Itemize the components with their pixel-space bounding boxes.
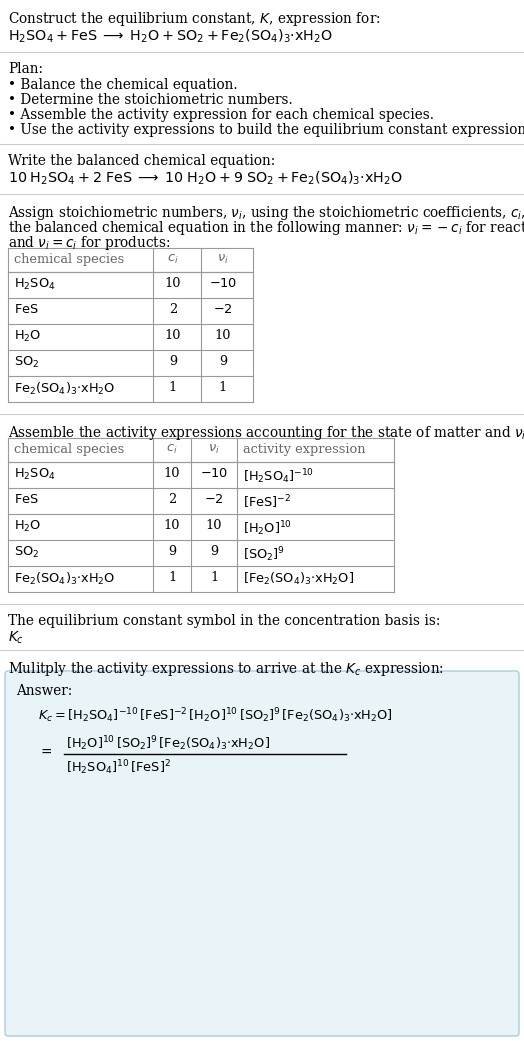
Text: • Determine the stoichiometric numbers.: • Determine the stoichiometric numbers.: [8, 93, 293, 107]
Text: $=$: $=$: [38, 744, 52, 758]
Text: $K_c = [\mathrm{H_2SO_4}]^{-10}\,[\mathrm{FeS}]^{-2}\,[\mathrm{H_2O}]^{10}\,[\ma: $K_c = [\mathrm{H_2SO_4}]^{-10}\,[\mathr…: [38, 706, 393, 725]
Text: 9: 9: [168, 545, 176, 558]
Text: The equilibrium constant symbol in the concentration basis is:: The equilibrium constant symbol in the c…: [8, 614, 440, 628]
Text: 9: 9: [219, 355, 227, 369]
Text: $\mathrm{SO_2}$: $\mathrm{SO_2}$: [14, 355, 39, 371]
Text: $-2$: $-2$: [204, 493, 224, 506]
Text: • Use the activity expressions to build the equilibrium constant expression.: • Use the activity expressions to build …: [8, 123, 524, 137]
Text: 10: 10: [215, 329, 231, 342]
Text: $K_c$: $K_c$: [8, 630, 24, 646]
Text: $\mathrm{H_2SO_4}$: $\mathrm{H_2SO_4}$: [14, 467, 56, 482]
Text: $c_i$: $c_i$: [166, 443, 178, 456]
Text: and $\nu_i = c_i$ for products:: and $\nu_i = c_i$ for products:: [8, 234, 170, 252]
Text: $[\mathrm{H_2O}]^{10}$: $[\mathrm{H_2O}]^{10}$: [243, 519, 292, 538]
Text: $[\mathrm{H_2SO_4}]^{10}\,[\mathrm{FeS}]^{2}$: $[\mathrm{H_2SO_4}]^{10}\,[\mathrm{FeS}]…: [66, 758, 171, 777]
Text: $-10$: $-10$: [200, 467, 228, 480]
Text: • Assemble the activity expression for each chemical species.: • Assemble the activity expression for e…: [8, 108, 434, 122]
Text: $\mathrm{H_2O}$: $\mathrm{H_2O}$: [14, 329, 41, 345]
Text: 10: 10: [163, 519, 180, 532]
Text: 1: 1: [169, 381, 177, 393]
Text: $\nu_i$: $\nu_i$: [217, 253, 229, 266]
Text: 10: 10: [165, 277, 181, 290]
Text: 9: 9: [169, 355, 177, 369]
Text: $\mathrm{10\; H_2SO_4 + 2\; FeS \;\longrightarrow\; 10\; H_2O + 9\; SO_2 + Fe_2(: $\mathrm{10\; H_2SO_4 + 2\; FeS \;\longr…: [8, 170, 402, 187]
Text: Answer:: Answer:: [16, 684, 72, 699]
Text: $[\mathrm{Fe_2(SO_4)_3{\cdot}xH_2O}]$: $[\mathrm{Fe_2(SO_4)_3{\cdot}xH_2O}]$: [243, 572, 354, 587]
Text: 10: 10: [206, 519, 222, 532]
Text: $\mathrm{FeS}$: $\mathrm{FeS}$: [14, 493, 39, 506]
Text: chemical species: chemical species: [14, 253, 124, 266]
Text: $\mathrm{H_2O}$: $\mathrm{H_2O}$: [14, 519, 41, 534]
Text: Assign stoichiometric numbers, $\nu_i$, using the stoichiometric coefficients, $: Assign stoichiometric numbers, $\nu_i$, …: [8, 204, 524, 222]
Text: $\mathrm{H_2SO_4}$: $\mathrm{H_2SO_4}$: [14, 277, 56, 293]
Text: $-10$: $-10$: [209, 277, 237, 290]
Text: $[\mathrm{SO_2}]^{9}$: $[\mathrm{SO_2}]^{9}$: [243, 545, 285, 563]
Text: $[\mathrm{H_2O}]^{10}\,[\mathrm{SO_2}]^{9}\,[\mathrm{Fe_2(SO_4)_3{\cdot}xH_2O}]$: $[\mathrm{H_2O}]^{10}\,[\mathrm{SO_2}]^{…: [66, 734, 270, 753]
Text: • Balance the chemical equation.: • Balance the chemical equation.: [8, 78, 237, 92]
Text: $[\mathrm{H_2SO_4}]^{-10}$: $[\mathrm{H_2SO_4}]^{-10}$: [243, 467, 314, 486]
Text: $\mathrm{Fe_2(SO_4)_3{\cdot}xH_2O}$: $\mathrm{Fe_2(SO_4)_3{\cdot}xH_2O}$: [14, 381, 115, 397]
Text: activity expression: activity expression: [243, 443, 366, 456]
Text: $\mathrm{Fe_2(SO_4)_3{\cdot}xH_2O}$: $\mathrm{Fe_2(SO_4)_3{\cdot}xH_2O}$: [14, 572, 115, 587]
Text: 1: 1: [219, 381, 227, 393]
Text: 2: 2: [168, 493, 176, 506]
Text: 2: 2: [169, 303, 177, 316]
Text: $-2$: $-2$: [213, 303, 233, 316]
Text: 10: 10: [165, 329, 181, 342]
Text: the balanced chemical equation in the following manner: $\nu_i = -c_i$ for react: the balanced chemical equation in the fo…: [8, 219, 524, 237]
Text: Assemble the activity expressions accounting for the state of matter and $\nu_i$: Assemble the activity expressions accoun…: [8, 424, 524, 442]
Text: 1: 1: [168, 572, 176, 584]
FancyBboxPatch shape: [5, 671, 519, 1036]
Text: chemical species: chemical species: [14, 443, 124, 456]
Text: 10: 10: [163, 467, 180, 480]
Text: Mulitply the activity expressions to arrive at the $K_c$ expression:: Mulitply the activity expressions to arr…: [8, 660, 444, 678]
Text: Plan:: Plan:: [8, 62, 43, 76]
Text: $\nu_i$: $\nu_i$: [208, 443, 220, 456]
Text: $c_i$: $c_i$: [167, 253, 179, 266]
Text: Construct the equilibrium constant, $K$, expression for:: Construct the equilibrium constant, $K$,…: [8, 10, 381, 28]
Text: $\mathrm{H_2SO_4 + FeS \;\longrightarrow\; H_2O + SO_2 + Fe_2(SO_4)_3{\cdot}xH_2: $\mathrm{H_2SO_4 + FeS \;\longrightarrow…: [8, 28, 333, 46]
Text: 9: 9: [210, 545, 218, 558]
Text: 1: 1: [210, 572, 218, 584]
Text: Write the balanced chemical equation:: Write the balanced chemical equation:: [8, 154, 275, 168]
Text: $[\mathrm{FeS}]^{-2}$: $[\mathrm{FeS}]^{-2}$: [243, 493, 291, 510]
Text: $\mathrm{SO_2}$: $\mathrm{SO_2}$: [14, 545, 39, 560]
Text: $\mathrm{FeS}$: $\mathrm{FeS}$: [14, 303, 39, 316]
